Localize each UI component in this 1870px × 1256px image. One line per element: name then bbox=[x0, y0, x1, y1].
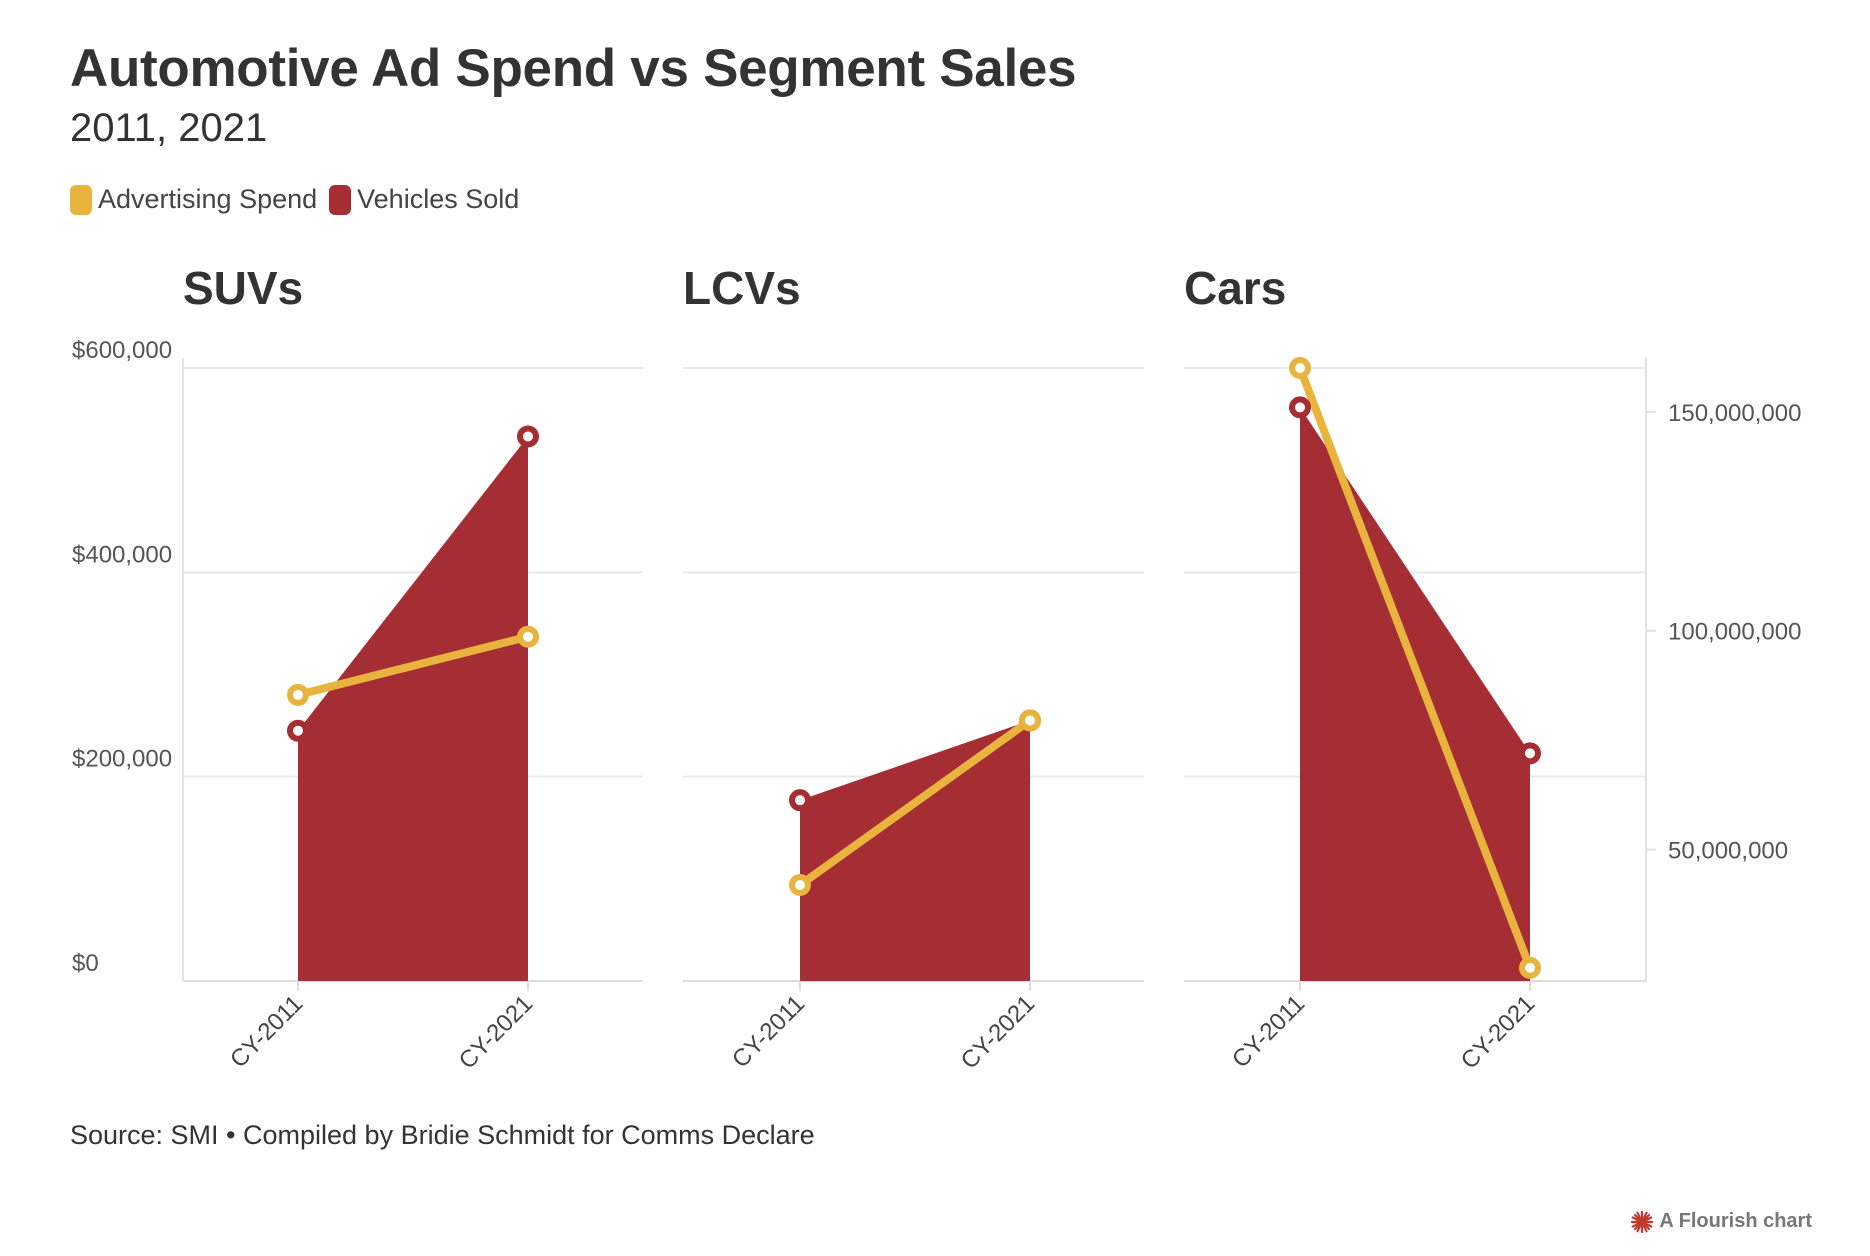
point-vehicles-sold-lcvs bbox=[789, 789, 811, 812]
point-vehicles-sold-suvs bbox=[517, 425, 539, 448]
panel-title-lcvs: LCVs bbox=[683, 262, 801, 314]
x-tick-label-cars: CY-2011 bbox=[1227, 990, 1310, 1073]
legend-swatch-vehicles-sold bbox=[329, 184, 352, 215]
legend-item-vehicles-sold[interactable]: Vehicles Sold bbox=[329, 184, 519, 215]
legend-item-advertising-spend[interactable]: Advertising Spend bbox=[70, 184, 317, 215]
area-vehicles-sold-cars bbox=[1300, 407, 1530, 982]
point-advertising-spend-lcvs bbox=[789, 873, 811, 896]
flourish-logo-icon bbox=[1631, 1210, 1654, 1233]
area-vehicles-sold-suvs bbox=[298, 436, 528, 981]
x-tick-label-suvs: CY-2011 bbox=[225, 990, 308, 1073]
point-advertising-spend-suvs bbox=[287, 683, 309, 706]
x-tick-label-suvs: CY-2021 bbox=[454, 990, 539, 1075]
panel-title-suvs: SUVs bbox=[183, 262, 303, 314]
x-tick-label-lcvs: CY-2011 bbox=[727, 990, 810, 1073]
source-note: Source: SMI • Compiled by Bridie Schmidt… bbox=[70, 1120, 815, 1150]
y-tick-label-left: $400,000 bbox=[72, 541, 172, 568]
legend-label-advertising-spend: Advertising Spend bbox=[98, 184, 318, 214]
legend-label-vehicles-sold: Vehicles Sold bbox=[357, 184, 520, 214]
area-vehicles-sold-lcvs bbox=[800, 720, 1030, 981]
y-tick-label-right: 100,000,000 bbox=[1668, 619, 1801, 646]
flourish-credit-text: A Flourish chart bbox=[1659, 1210, 1812, 1232]
y-tick-label-left: $0 bbox=[72, 950, 99, 977]
point-vehicles-sold-cars bbox=[1289, 396, 1311, 419]
panel-title-cars: Cars bbox=[1184, 262, 1286, 314]
y-tick-label-right: 50,000,000 bbox=[1668, 838, 1788, 865]
legend: Advertising Spend Vehicles Sold bbox=[70, 184, 531, 215]
y-tick-label-right: 150,000,000 bbox=[1668, 400, 1801, 427]
point-advertising-spend-suvs bbox=[517, 625, 539, 648]
line-advertising-spend-suvs bbox=[294, 632, 532, 699]
chart-title: Automotive Ad Spend vs Segment Sales bbox=[70, 39, 1077, 98]
y-tick-label-left: $600,000 bbox=[72, 337, 172, 364]
chart-subtitle: 2011, 2021 bbox=[70, 106, 268, 150]
flourish-credit[interactable]: A Flourish chart bbox=[1631, 1210, 1812, 1233]
line-advertising-spend-cars bbox=[1296, 364, 1534, 972]
point-vehicles-sold-suvs bbox=[287, 719, 309, 742]
line-advertising-spend-lcvs bbox=[796, 716, 1034, 889]
y-tick-label-left: $200,000 bbox=[72, 746, 172, 773]
legend-swatch-advertising-spend bbox=[70, 184, 92, 215]
x-tick-label-cars: CY-2021 bbox=[1456, 990, 1541, 1075]
point-advertising-spend-cars bbox=[1289, 357, 1311, 379]
point-vehicles-sold-cars bbox=[1519, 742, 1541, 765]
x-tick-label-lcvs: CY-2021 bbox=[956, 990, 1041, 1075]
point-advertising-spend-lcvs bbox=[1019, 709, 1041, 732]
point-advertising-spend-cars bbox=[1519, 956, 1541, 979]
